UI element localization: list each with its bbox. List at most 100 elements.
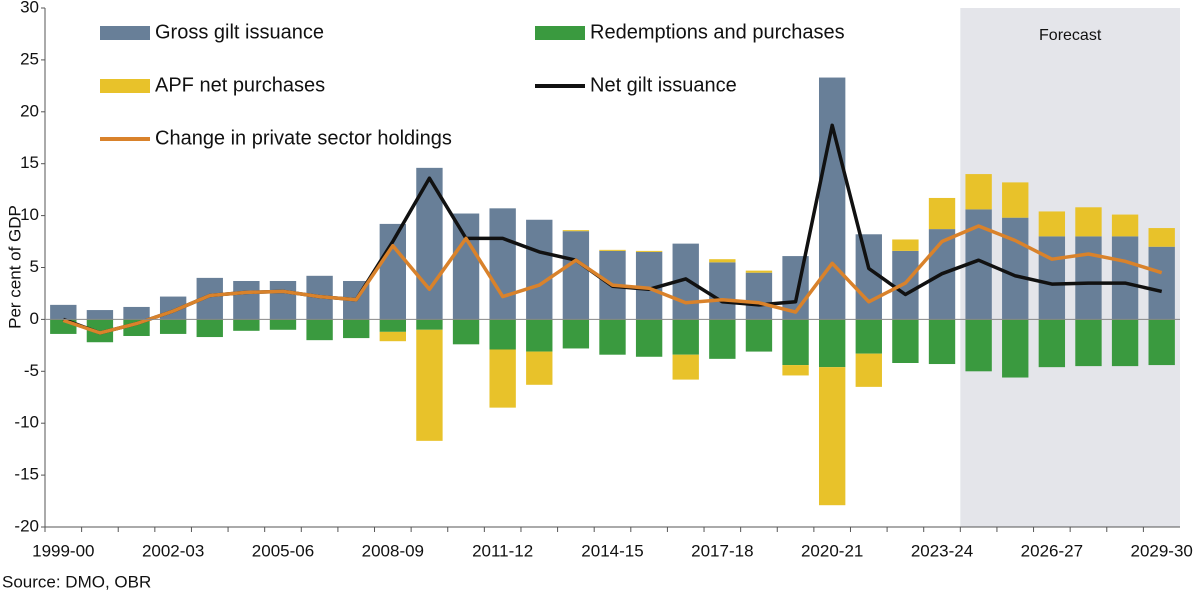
bar [1075,319,1102,367]
bar [269,319,297,330]
bar [892,250,919,320]
bar [1002,319,1029,378]
legend-label: Redemptions and purchases [590,21,845,43]
bar [635,319,663,357]
bar [526,219,553,320]
legend-label: Gross gilt issuance [155,21,324,43]
bar [672,354,699,380]
bar [928,319,956,365]
bar [599,249,626,251]
bar [928,197,956,230]
bar [562,319,590,349]
bar [1002,182,1029,218]
bar [489,349,516,408]
bar [745,272,773,320]
y-tick-label: -5 [24,361,39,380]
bar [818,367,846,506]
bar [782,319,809,366]
legend-label: Change in private sector holdings [155,127,452,149]
bar [1038,211,1066,237]
bar [233,319,260,331]
bar [1148,228,1175,247]
bar [1075,207,1102,237]
bar [526,319,553,352]
bar [562,230,590,232]
bar [892,239,919,251]
y-axis-label: Per cent of GDP [5,205,24,329]
bar [709,259,736,263]
bar [416,329,443,441]
bar [196,319,223,338]
bar [416,319,443,330]
legend-label: APF net purchases [155,74,325,96]
bar [306,319,333,341]
line [62,224,1163,335]
legend-label: Net gilt issuance [590,74,737,96]
bar [1075,236,1102,320]
bar [892,319,919,363]
y-tick-label: 5 [30,257,39,276]
bar [965,174,992,210]
bar [965,319,992,372]
bar [635,250,663,252]
bar [1111,214,1139,237]
x-tick-label: 2020-21 [801,541,863,560]
bar [562,231,590,320]
x-tick-label: 2017-18 [691,541,753,560]
y-tick-label: -20 [14,516,39,535]
bar [745,319,773,352]
x-tick-label: 2011-12 [472,541,533,560]
bar [599,319,626,355]
bar [233,280,260,320]
bar [379,331,407,342]
bar [1002,217,1029,320]
bar [709,262,736,320]
y-tick-label: -10 [14,413,39,432]
x-tick-label: 2029-30 [1130,541,1192,560]
y-tick-label: 0 [30,309,39,328]
bar [1148,246,1175,320]
y-tick-label: 20 [20,101,39,120]
x-tick-label: 2005-06 [252,541,314,560]
bar [818,77,846,320]
y-tick-label: 25 [20,49,39,68]
bar [709,319,736,359]
y-tick-label: 30 [20,0,39,16]
forecast-label: Forecast [1039,27,1102,44]
bar [452,213,480,320]
bar [1148,319,1175,366]
y-tick-label: 15 [20,153,39,172]
bar [343,319,370,339]
bar [50,304,77,320]
bar [672,319,699,355]
bar [855,353,882,387]
bar [1038,236,1066,320]
x-tick-label: 2002-03 [142,541,204,560]
x-tick-label: 2008-09 [362,541,424,560]
x-tick-label: 1999-00 [32,541,94,560]
bar [379,319,407,332]
bar [159,319,187,334]
bar [86,310,114,320]
x-tick-label: 2026-27 [1021,541,1083,560]
bar [1111,319,1139,367]
bar [526,351,553,385]
bar [782,365,809,376]
x-tick-label: 2014-15 [581,541,643,560]
bar [489,319,516,350]
bar [269,280,297,320]
source: Source: DMO, OBR [2,572,151,591]
bar [1111,236,1139,320]
legend-swatch [100,26,150,40]
y-tick-label: 10 [20,205,39,224]
bar [489,208,516,320]
bar [1038,319,1066,368]
y-tick-label: -15 [14,465,39,484]
bar [818,319,846,368]
bar [745,270,773,273]
bar [86,319,114,343]
x-tick-label: 2023-24 [911,541,973,560]
bar [452,319,480,345]
bar [123,306,150,320]
